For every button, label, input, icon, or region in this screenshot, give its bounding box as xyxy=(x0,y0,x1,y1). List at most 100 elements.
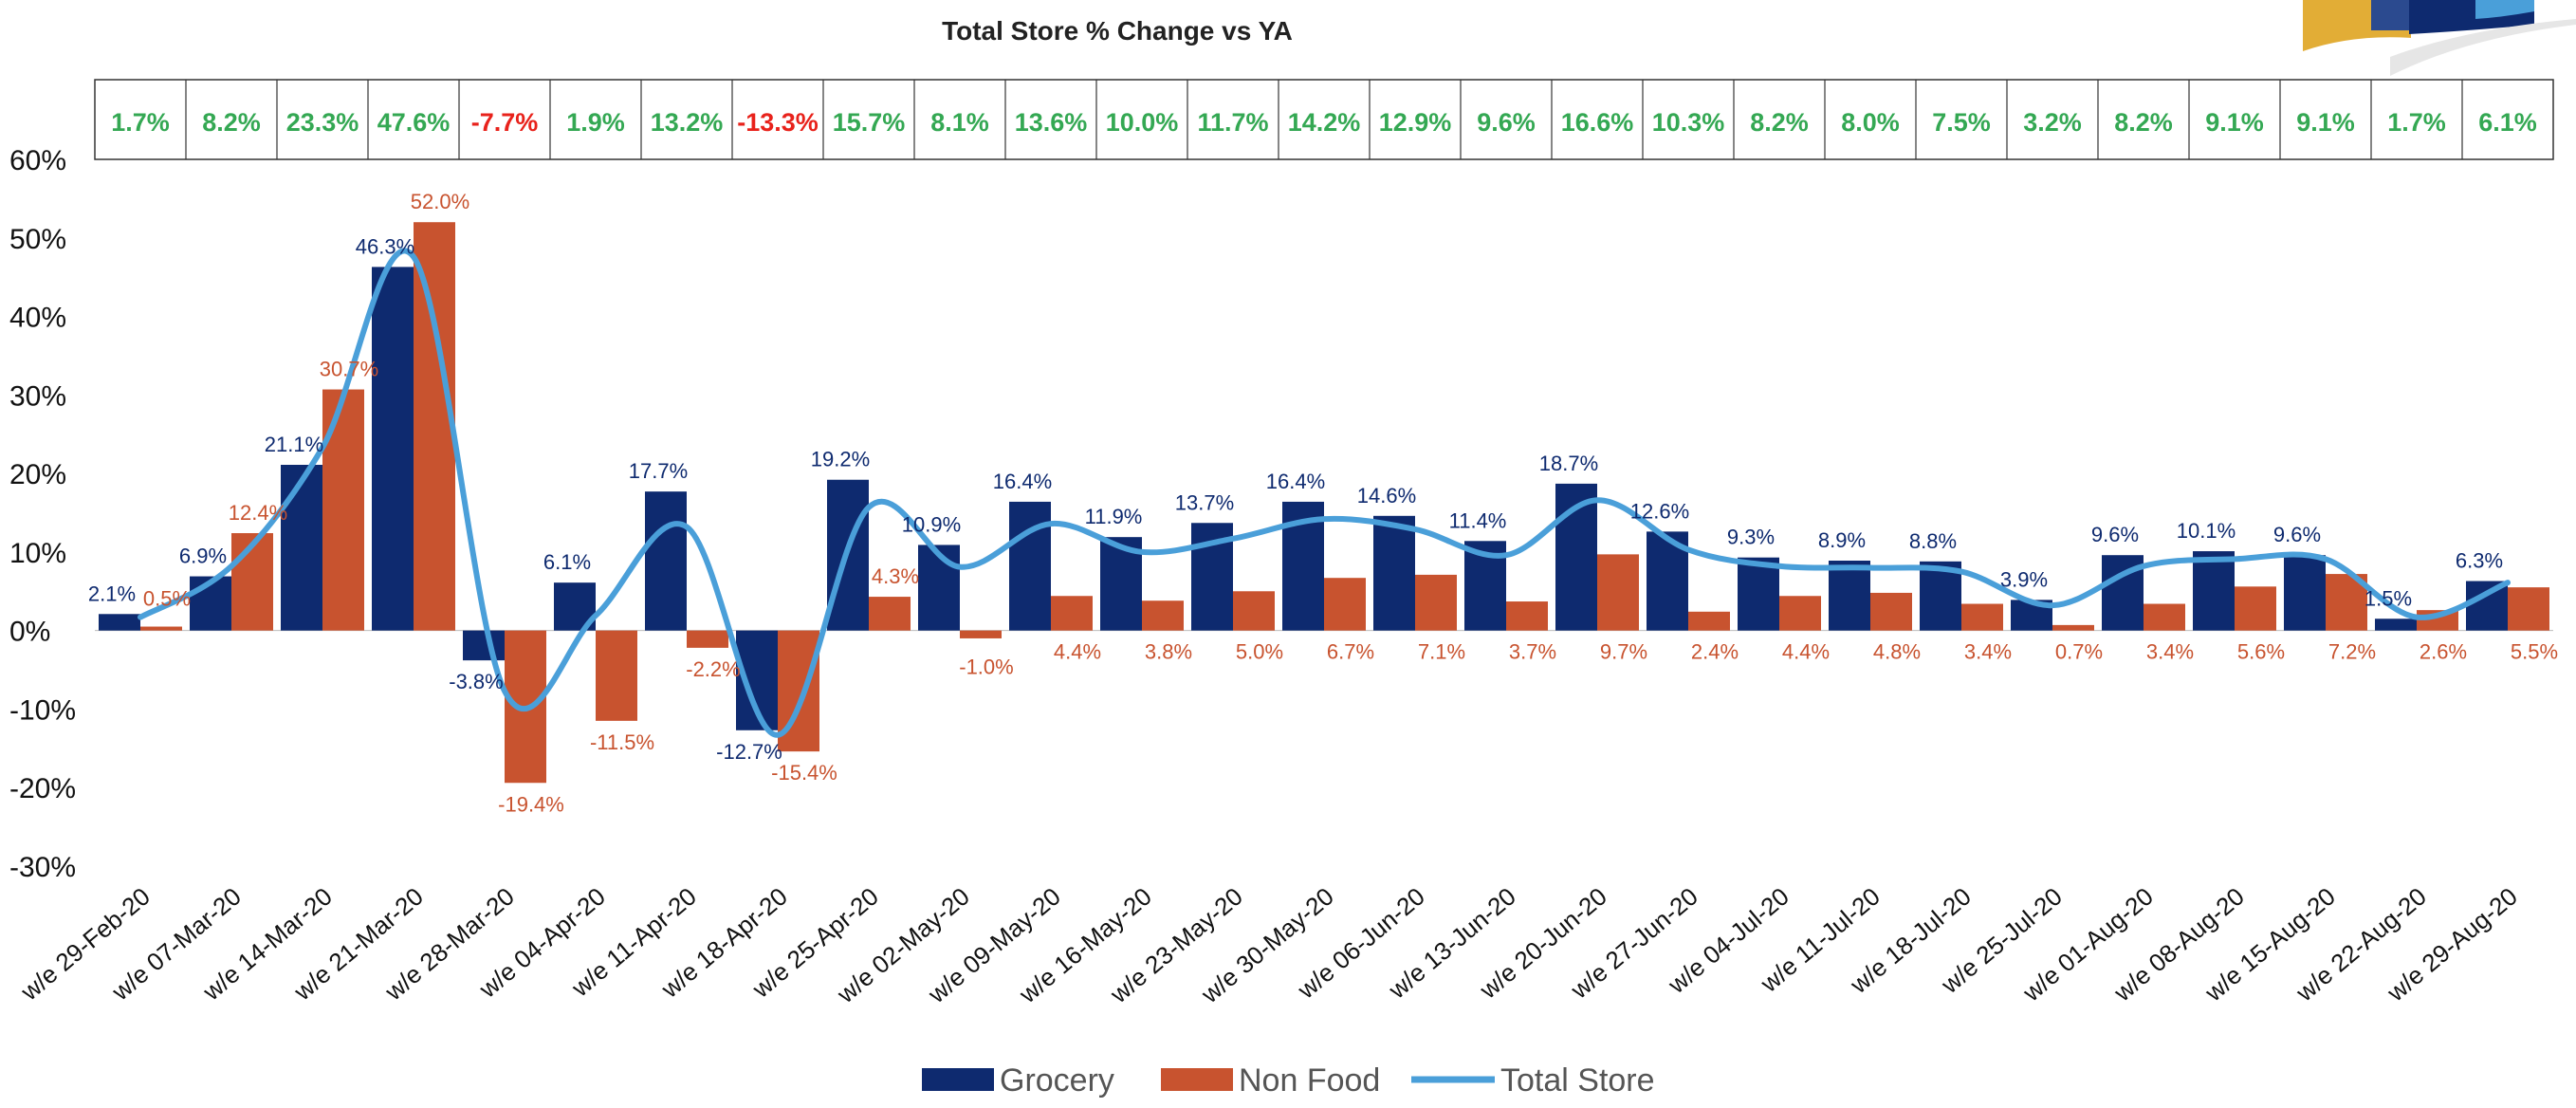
y-tick-label: 10% xyxy=(9,538,66,569)
nonfood-value-label: 7.1% xyxy=(1418,640,1465,664)
nonfood-bar xyxy=(2508,587,2549,631)
y-tick-label: 0% xyxy=(9,617,50,648)
nonfood-value-label: 0.5% xyxy=(143,587,191,611)
grocery-value-label: -3.8% xyxy=(449,670,503,693)
grocery-bar xyxy=(2375,619,2417,631)
total-store-cell: 14.2% xyxy=(1288,108,1361,137)
total-store-cell: 9.1% xyxy=(2205,108,2264,137)
total-store-cell: 10.3% xyxy=(1652,108,1725,137)
total-store-cell: 1.7% xyxy=(2387,108,2446,137)
grocery-value-label: 19.2% xyxy=(811,448,870,471)
total-store-cell: 9.6% xyxy=(1477,108,1536,137)
nonfood-bar xyxy=(1051,596,1093,631)
nonfood-value-label: 3.8% xyxy=(1145,640,1192,664)
grocery-bar xyxy=(645,491,687,631)
total-store-cell: 10.0% xyxy=(1106,108,1179,137)
grocery-bar xyxy=(918,545,960,631)
legend-swatch-nonfood xyxy=(1161,1068,1233,1091)
total-store-cell: 1.7% xyxy=(111,108,170,137)
grocery-bar xyxy=(281,465,322,631)
nonfood-value-label: 4.4% xyxy=(1782,640,1830,664)
y-tick-label: 50% xyxy=(9,224,66,255)
y-tick-label: -30% xyxy=(9,852,76,883)
grocery-value-label: 2.1% xyxy=(88,582,136,605)
grocery-value-label: 3.9% xyxy=(2000,567,2048,591)
total-store-cell: 8.2% xyxy=(2114,108,2173,137)
nonfood-bar xyxy=(414,222,455,631)
nonfood-value-label: 0.7% xyxy=(2055,640,2103,664)
nonfood-bar xyxy=(1779,596,1821,631)
nonfood-bar xyxy=(1961,603,2003,631)
nonfood-value-label: -2.2% xyxy=(686,657,740,681)
nonfood-bar xyxy=(1688,611,1730,631)
grocery-bar xyxy=(99,614,140,631)
nonfood-bar xyxy=(231,533,273,631)
grocery-value-label: 16.4% xyxy=(1266,470,1325,493)
grocery-bar xyxy=(463,630,505,661)
total-store-table: 1.7% 8.2% 23.3% 47.6% -7.7% 1.9% 13.2% -13.3% 15… xyxy=(94,79,2554,160)
grocery-bar xyxy=(1738,557,1779,631)
nonfood-value-label: -19.4% xyxy=(498,792,564,816)
nonfood-value-label: 2.6% xyxy=(2420,640,2467,664)
nonfood-bar xyxy=(1142,600,1184,631)
nonfood-value-label: 5.5% xyxy=(2511,640,2558,664)
grocery-value-label: 6.1% xyxy=(543,550,591,574)
total-store-line xyxy=(138,248,2511,738)
y-tick-label: -20% xyxy=(9,773,76,804)
nonfood-value-label: 5.0% xyxy=(1236,640,1283,664)
nonfood-value-label: 6.7% xyxy=(1327,640,1374,664)
grocery-value-label: 12.6% xyxy=(1630,499,1689,523)
grocery-bar xyxy=(2284,555,2326,631)
total-store-cell: 6.1% xyxy=(2478,108,2537,137)
nonfood-value-label: 5.6% xyxy=(2237,640,2285,664)
grocery-value-label: 18.7% xyxy=(1539,452,1598,475)
nonfood-bar xyxy=(1233,591,1275,631)
nonfood-bar xyxy=(687,630,728,648)
total-store-cell: 11.7% xyxy=(1197,108,1268,137)
table-border xyxy=(94,79,2554,160)
grocery-value-label: 11.9% xyxy=(1085,505,1143,528)
legend: Grocery Non Food Total Store xyxy=(922,1062,1655,1099)
legend-label-nonfood: Non Food xyxy=(1239,1062,1380,1099)
grocery-value-label: 6.9% xyxy=(179,545,227,568)
nonfood-value-label: 4.4% xyxy=(1054,640,1101,664)
grocery-value-label: -12.7% xyxy=(716,740,782,764)
bars xyxy=(99,222,2549,784)
total-store-cell: -13.3% xyxy=(737,108,819,137)
legend-swatch-grocery xyxy=(922,1068,994,1091)
nonfood-value-label: -15.4% xyxy=(771,761,837,785)
nonfood-value-label: -1.0% xyxy=(959,656,1013,679)
nonfood-value-label: 3.4% xyxy=(2146,640,2194,664)
grocery-value-label: 10.1% xyxy=(2177,519,2236,543)
grocery-value-label: 16.4% xyxy=(993,470,1052,493)
total-store-cell: 9.1% xyxy=(2296,108,2355,137)
grocery-value-label: 9.3% xyxy=(1727,526,1775,549)
y-tick-label: 60% xyxy=(9,145,66,176)
grocery-value-label: 10.9% xyxy=(902,512,961,536)
nonfood-bar xyxy=(1870,592,1912,631)
x-axis: w/e 29-Feb-20w/e 07-Mar-20w/e 14-Mar-20w… xyxy=(14,882,2522,1009)
brand-logo xyxy=(2303,0,2576,76)
nonfood-value-label: 3.7% xyxy=(1509,640,1556,664)
total-store-cell: 15.7% xyxy=(833,108,906,137)
nonfood-bar xyxy=(1324,578,1366,631)
total-store-cell: 3.2% xyxy=(2023,108,2082,137)
legend-label-grocery: Grocery xyxy=(1000,1062,1114,1099)
nonfood-value-label: 7.2% xyxy=(2328,640,2376,664)
nonfood-bar xyxy=(960,630,1002,638)
nonfood-value-label: 4.8% xyxy=(1873,640,1921,664)
total-store-cell: 1.9% xyxy=(566,108,625,137)
y-tick-label: -10% xyxy=(9,694,76,726)
nonfood-bar xyxy=(869,597,911,631)
total-store-cell: 8.1% xyxy=(930,108,989,137)
nonfood-bar xyxy=(1506,601,1548,631)
total-store-cell: 8.0% xyxy=(1841,108,1900,137)
grocery-value-label: 21.1% xyxy=(265,433,323,456)
nonfood-value-label: 4.3% xyxy=(872,564,919,588)
total-store-cell: 23.3% xyxy=(286,108,359,137)
grocery-bar xyxy=(2193,551,2235,631)
legend-label-total: Total Store xyxy=(1500,1062,1655,1099)
grocery-value-label: 8.8% xyxy=(1909,529,1957,553)
total-store-cell: 47.6% xyxy=(377,108,451,137)
grocery-bar xyxy=(372,267,414,631)
